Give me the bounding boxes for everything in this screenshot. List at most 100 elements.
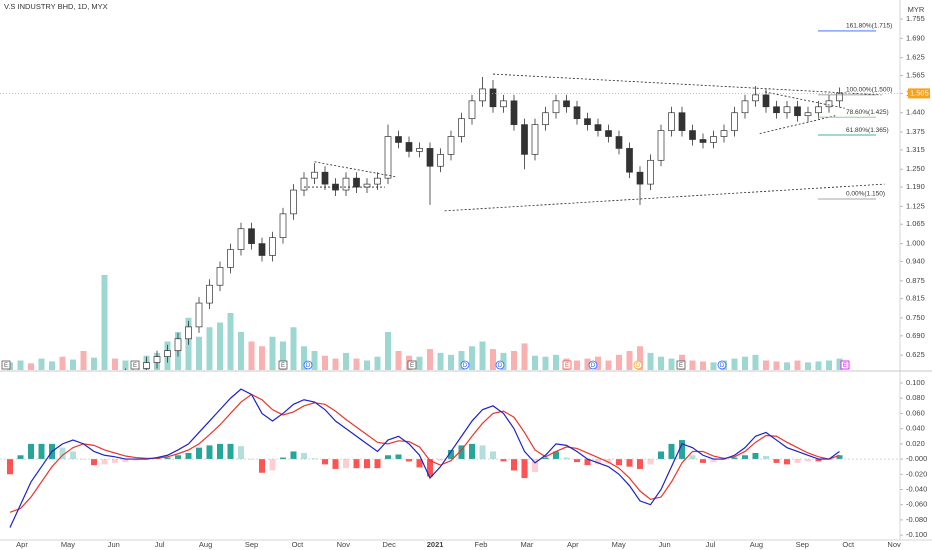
candle-body	[573, 106, 581, 120]
volume-bar	[259, 346, 265, 370]
y2-tick-label: -0.000	[906, 454, 927, 463]
candle-body	[521, 124, 528, 155]
x-tick-label: Mar	[520, 540, 533, 549]
x-tick-label: Nov	[887, 540, 901, 549]
macd-histogram-bar	[175, 455, 181, 460]
macd-histogram-bar	[427, 459, 433, 477]
x-tick-label: May	[612, 540, 626, 549]
candle-body	[489, 88, 497, 108]
volume-bar	[658, 356, 664, 370]
x-tick-label: Sep	[796, 540, 809, 549]
candle-body	[195, 302, 203, 328]
macd-histogram-bar	[374, 459, 381, 469]
macd-histogram-bar	[553, 451, 559, 460]
candle-body	[416, 148, 423, 152]
macd-histogram-bar	[805, 459, 811, 462]
event-label: D	[636, 363, 641, 369]
macd-histogram-bar	[290, 451, 297, 460]
y-tick-label: 1.315	[906, 145, 925, 154]
candle-body	[741, 100, 749, 114]
volume-bar	[469, 346, 475, 370]
candle-body	[479, 88, 486, 102]
macd-histogram-bar	[742, 455, 748, 460]
y-tick-label: 1.440	[906, 108, 925, 117]
event-icon	[717, 360, 727, 370]
x-tick-label: Aug	[199, 540, 212, 549]
macd-histogram-bar	[773, 459, 780, 463]
volume-bar	[28, 363, 34, 370]
candle-body	[720, 130, 728, 137]
macd-histogram-bar	[133, 459, 139, 461]
macd-histogram-bar	[28, 443, 34, 460]
candle-body	[143, 362, 150, 369]
macd-pane	[0, 388, 900, 528]
volume-bar	[112, 358, 118, 370]
macd-histogram-bar	[7, 459, 13, 475]
volume-bar	[101, 275, 108, 370]
candle-body	[657, 130, 665, 161]
price-pane: 161.80%(1.715) 100.00%(1.500) 78.60%(1.425…	[7, 23, 892, 370]
price-tag	[908, 88, 930, 99]
candle-body	[164, 350, 171, 357]
chart-title: V.S INDUSTRY BHD, 1D, MYX	[4, 2, 108, 11]
y-tick-label: 0.750	[906, 313, 925, 322]
y2-tick-label: -0.060	[906, 500, 927, 509]
volume-bar	[395, 351, 402, 370]
volume-bar	[80, 351, 87, 370]
macd-histogram-bar	[385, 455, 391, 460]
x-tick-label: Apr	[567, 540, 579, 549]
macd-histogram-bar	[80, 459, 87, 460]
macd-histogram-bar	[469, 443, 475, 460]
x-tick-label: May	[61, 540, 75, 549]
macd-histogram-bar	[511, 459, 517, 471]
event-label: D	[720, 363, 725, 369]
candle-body	[468, 100, 476, 120]
macd-histogram-bar	[479, 445, 486, 460]
volume-bar	[511, 351, 517, 370]
macd-histogram-bar	[217, 443, 223, 460]
volume-bar	[353, 358, 360, 370]
y-tick-label: 1.190	[906, 182, 925, 191]
candle-body	[405, 142, 413, 152]
macd-histogram-bar	[164, 457, 171, 460]
event-label: E	[281, 363, 285, 369]
macd-histogram-bar	[353, 459, 360, 469]
macd-histogram-bar	[437, 459, 444, 461]
candle-body	[311, 171, 318, 179]
macd-histogram-bar	[637, 459, 643, 469]
y2-tick-label: 0.020	[906, 439, 925, 448]
volume-bar	[59, 356, 66, 370]
volume-bar	[742, 356, 748, 370]
candle-body	[269, 237, 276, 256]
macd-histogram-bar	[532, 459, 538, 472]
event-label: D	[306, 363, 311, 369]
candle-body	[374, 177, 381, 185]
volume-bar	[437, 352, 444, 370]
volume-bar	[710, 362, 717, 370]
y-tick-label: 1.000	[906, 239, 925, 248]
candle-body	[584, 118, 591, 125]
candle-body	[563, 100, 570, 108]
volume-bar	[605, 360, 612, 370]
macd-histogram-bar	[563, 457, 570, 460]
x-tick-label: Aug	[750, 540, 763, 549]
candle-body	[153, 356, 161, 363]
candle-body	[773, 106, 780, 114]
volume-bar	[49, 361, 55, 370]
x-tick-label: Apr	[16, 540, 28, 549]
volume-bar	[448, 354, 454, 370]
event-label: D	[463, 363, 468, 369]
volume-bar	[542, 356, 549, 370]
trendline	[759, 115, 836, 134]
candle-body	[279, 213, 287, 238]
event-label: D	[591, 363, 596, 369]
volume-bar	[794, 360, 801, 370]
y2-tick-label: -0.020	[906, 469, 927, 478]
x-tick-label: Dec	[383, 540, 397, 549]
macd-histogram-bar	[574, 459, 580, 463]
event-icon	[562, 360, 572, 370]
y2-tick-label: 0.080	[906, 393, 925, 402]
event-label: E	[843, 363, 847, 369]
y-tick-label: 0.875	[906, 276, 925, 285]
